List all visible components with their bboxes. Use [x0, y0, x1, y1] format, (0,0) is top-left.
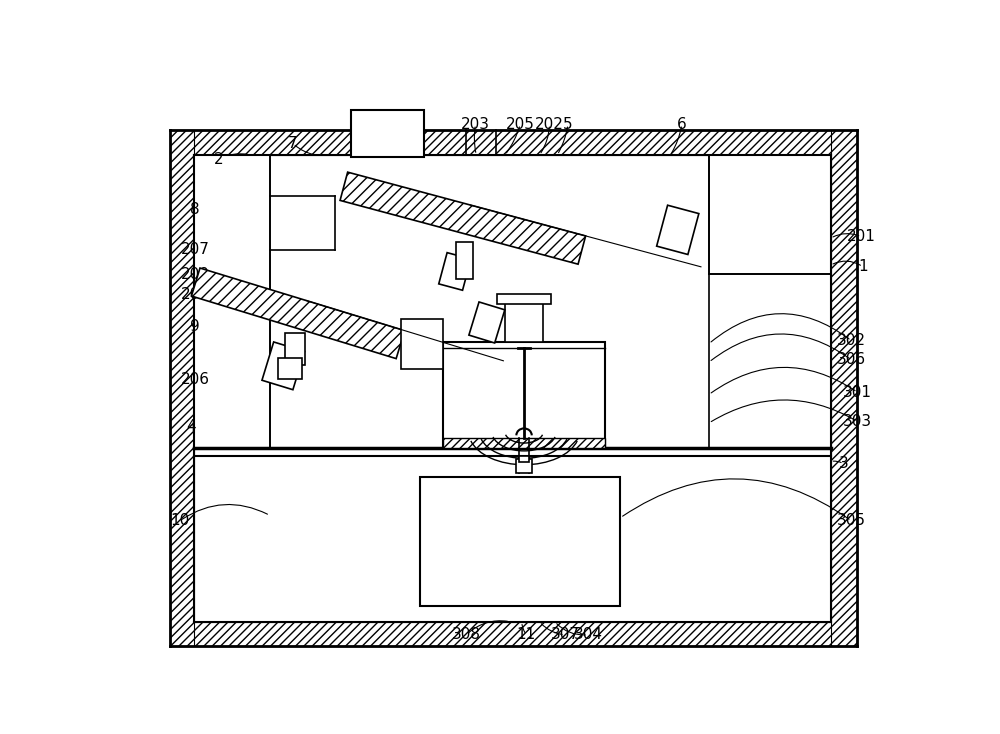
Text: 204: 204	[396, 112, 425, 126]
Bar	[170, 131, 194, 647]
Bar	[191, 268, 405, 359]
Bar	[285, 333, 305, 366]
Text: 303: 303	[843, 414, 872, 429]
Text: 305: 305	[837, 513, 866, 528]
Text: 208: 208	[181, 287, 210, 302]
Text: 5: 5	[563, 117, 573, 132]
Text: 3: 3	[839, 457, 848, 471]
Bar	[443, 437, 605, 448]
Bar	[401, 319, 443, 369]
Text: 304: 304	[573, 628, 602, 642]
Text: 205: 205	[506, 117, 535, 132]
Text: 203: 203	[461, 117, 490, 132]
Bar	[278, 357, 302, 379]
Text: 7: 7	[288, 136, 298, 151]
Text: 207: 207	[181, 242, 210, 258]
Bar	[831, 131, 857, 647]
Text: 209: 209	[181, 267, 210, 282]
Bar	[170, 131, 857, 155]
Bar	[170, 622, 857, 647]
Text: 301: 301	[843, 385, 872, 400]
Text: 201: 201	[847, 229, 876, 244]
Bar	[709, 155, 831, 275]
Text: 306: 306	[837, 352, 866, 368]
Text: 8: 8	[190, 203, 200, 217]
Bar	[439, 252, 471, 290]
Text: 10: 10	[170, 513, 189, 528]
Text: 6: 6	[677, 117, 687, 132]
Text: 308: 308	[452, 628, 481, 642]
Bar	[194, 155, 270, 448]
Text: 2: 2	[214, 152, 223, 167]
Text: 4: 4	[186, 419, 195, 435]
Text: 302: 302	[837, 333, 866, 348]
Text: 307: 307	[550, 628, 579, 642]
Text: 9: 9	[190, 319, 200, 334]
Bar	[505, 299, 543, 342]
Text: 1: 1	[858, 259, 868, 275]
Bar	[262, 342, 305, 390]
Bar	[519, 456, 529, 462]
Bar	[443, 342, 605, 448]
Bar	[420, 477, 620, 606]
Text: 202: 202	[535, 117, 564, 132]
Bar	[497, 294, 551, 304]
Text: 11: 11	[517, 628, 536, 642]
Bar	[340, 172, 586, 264]
Text: 206: 206	[181, 371, 210, 387]
Bar	[657, 206, 699, 255]
Bar	[516, 459, 532, 473]
Bar	[456, 242, 473, 279]
Bar	[469, 302, 505, 343]
Bar	[351, 109, 424, 157]
